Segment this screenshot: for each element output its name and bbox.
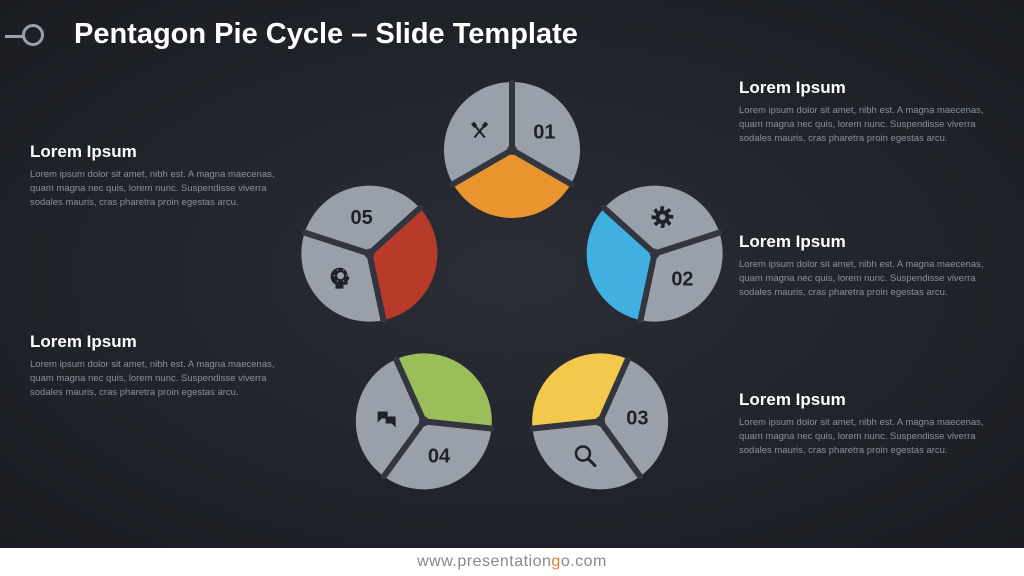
text-block-body: Lorem ipsum dolor sit amet, nibh est. A … — [30, 168, 285, 209]
cycle-node-05: 05 — [301, 186, 437, 322]
text-block-body: Lorem ipsum dolor sit amet, nibh est. A … — [739, 258, 994, 299]
cycle-node-02: 02 — [587, 186, 723, 322]
node-number: 03 — [626, 407, 648, 429]
text-block-1: Lorem Ipsum Lorem ipsum dolor sit amet, n… — [739, 78, 994, 145]
node-number: 01 — [533, 121, 555, 143]
slide-canvas: Pentagon Pie Cycle – Slide Template Lore… — [0, 0, 1024, 548]
text-block-body: Lorem ipsum dolor sit amet, nibh est. A … — [739, 104, 994, 145]
node-number: 05 — [350, 207, 372, 229]
text-block-2: Lorem Ipsum Lorem ipsum dolor sit amet, n… — [739, 232, 994, 299]
gear-icon — [652, 206, 674, 228]
text-block-3: Lorem Ipsum Lorem ipsum dolor sit amet, n… — [739, 390, 994, 457]
text-block-5: Lorem Ipsum Lorem ipsum dolor sit amet, n… — [30, 142, 285, 209]
text-block-body: Lorem ipsum dolor sit amet, nibh est. A … — [30, 358, 285, 399]
node-number: 04 — [428, 446, 451, 468]
text-block-4: Lorem Ipsum Lorem ipsum dolor sit amet, n… — [30, 332, 285, 399]
cycle-node-04: 04 — [356, 353, 492, 489]
text-block-title: Lorem Ipsum — [30, 332, 285, 352]
text-block-title: Lorem Ipsum — [30, 142, 285, 162]
pentagon-pie-cycle: 01 02 03 04 05 — [252, 40, 772, 560]
text-block-body: Lorem ipsum dolor sit amet, nibh est. A … — [739, 416, 994, 457]
node-number: 02 — [671, 269, 693, 291]
title-marker-icon — [22, 24, 44, 46]
text-block-title: Lorem Ipsum — [739, 78, 994, 98]
text-block-title: Lorem Ipsum — [739, 390, 994, 410]
text-block-title: Lorem Ipsum — [739, 232, 994, 252]
cycle-node-01: 01 — [444, 82, 580, 218]
cycle-node-03: 03 — [532, 353, 668, 489]
